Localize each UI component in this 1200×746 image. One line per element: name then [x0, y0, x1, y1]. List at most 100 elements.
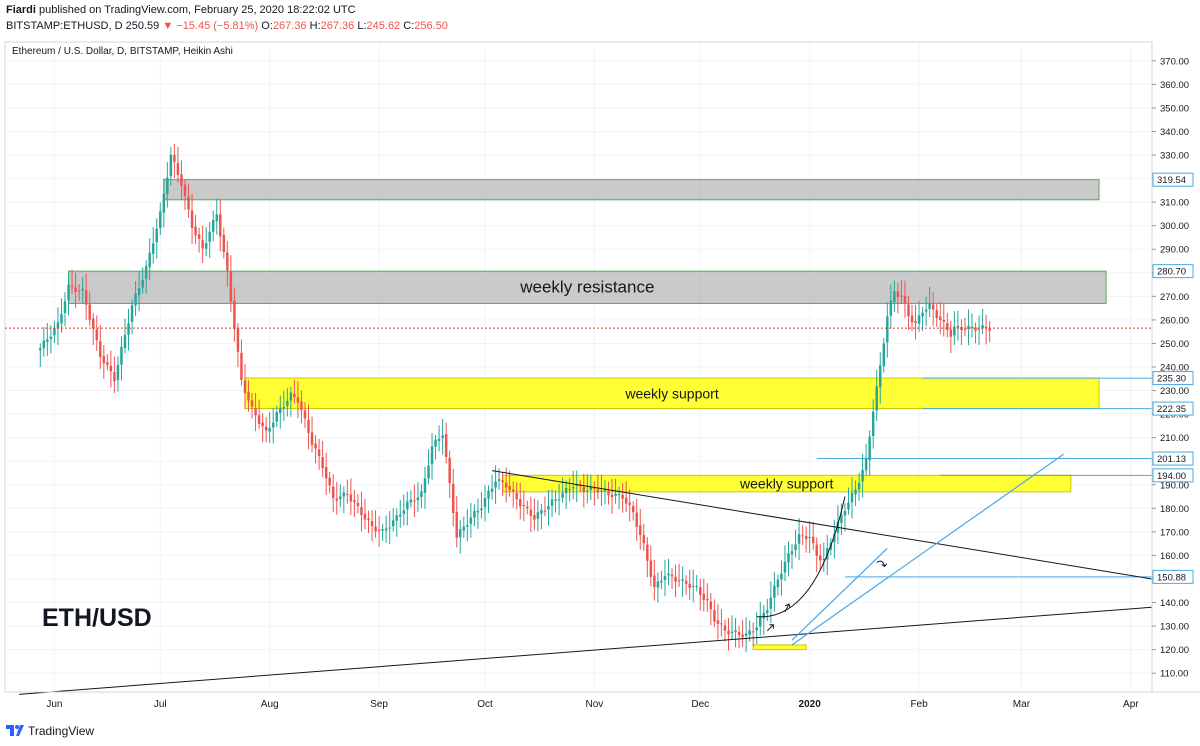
candle-body — [582, 487, 586, 492]
candle-body — [727, 630, 730, 635]
y-tick-label: 120.00 — [1160, 645, 1189, 656]
candle-body — [787, 553, 790, 563]
candle-body — [46, 339, 49, 343]
candle-body — [663, 576, 667, 580]
candle-body — [801, 535, 804, 537]
candle-body — [441, 435, 444, 439]
candle-body — [624, 497, 628, 504]
candle-body — [861, 469, 864, 482]
candle-body — [395, 515, 398, 521]
candle-body — [321, 457, 324, 469]
candle-body — [324, 467, 328, 479]
y-tick-label: 330.00 — [1160, 151, 1189, 162]
candle-body — [875, 386, 878, 411]
candle-body — [335, 498, 338, 501]
candle-body — [402, 510, 406, 514]
price-tag — [1152, 172, 1194, 187]
candle-body — [190, 210, 194, 228]
candle-body — [293, 393, 296, 398]
x-tick-label: Apr — [1123, 699, 1139, 710]
candle-body — [642, 535, 646, 544]
candle-body — [455, 511, 458, 538]
candle-body — [547, 506, 550, 510]
candle-body — [384, 528, 388, 531]
candle-body — [279, 407, 282, 414]
candle-body — [310, 432, 314, 445]
candle-body — [702, 593, 706, 600]
candle-body — [176, 163, 180, 175]
candle-body — [261, 422, 264, 427]
y-tick-label: 300.00 — [1160, 221, 1189, 232]
candle-body — [257, 415, 261, 424]
candle-body — [628, 502, 631, 505]
candle-body — [391, 520, 395, 527]
tradingview-brand[interactable]: TradingView — [28, 724, 95, 738]
candle-body — [593, 488, 596, 490]
candle-body — [536, 512, 540, 519]
candle-body — [833, 533, 836, 543]
candle-body — [713, 609, 716, 622]
candle-body — [709, 601, 713, 610]
candle-body — [130, 305, 134, 322]
candle-body — [162, 193, 166, 213]
candle-body — [970, 326, 974, 328]
candle-body — [346, 493, 349, 495]
candle-body — [144, 266, 148, 279]
candle-body — [677, 580, 681, 582]
candle-body — [974, 327, 977, 331]
candle-body — [660, 580, 663, 583]
candle-body — [847, 502, 850, 510]
y-tick-label: 190.00 — [1160, 480, 1189, 491]
candle-body — [127, 323, 130, 335]
chart-footer: TradingView — [0, 716, 1200, 746]
candle-body — [988, 328, 991, 331]
candle-body — [804, 536, 808, 540]
candle-body — [953, 326, 956, 336]
candle-body — [776, 579, 780, 587]
y-tick-label: 350.00 — [1160, 103, 1189, 114]
y-tick-label: 180.00 — [1160, 504, 1189, 515]
price-tag-label: 235.30 — [1157, 374, 1186, 385]
candle-body — [169, 154, 173, 177]
candle-body — [264, 426, 268, 431]
candle-body — [183, 184, 187, 196]
candle-body — [900, 295, 903, 297]
author-name[interactable]: Fiardi — [6, 4, 36, 16]
candle-body — [211, 219, 215, 232]
candle-body — [508, 486, 511, 490]
candle-body — [243, 380, 247, 394]
candle-body — [229, 271, 233, 302]
candle-body — [706, 598, 709, 601]
candle-body — [180, 174, 183, 186]
candle-body — [353, 500, 356, 503]
candle-body — [522, 504, 526, 506]
candle-body — [437, 438, 441, 442]
price-tag-label: 222.35 — [1157, 404, 1186, 415]
price-tag-label: 280.70 — [1157, 267, 1186, 278]
open-value: 267.36 — [272, 20, 307, 32]
candle-body — [921, 312, 924, 317]
price-tag — [1152, 451, 1194, 466]
candle-body — [977, 328, 981, 330]
price-tag — [1152, 468, 1194, 483]
candle-body — [490, 488, 494, 492]
candle-body — [720, 623, 723, 625]
candle-body — [300, 401, 303, 411]
candle-body — [226, 252, 229, 271]
candle-body — [268, 428, 271, 432]
zone-label: weekly resistance — [519, 277, 654, 296]
price-chart[interactable]: Ethereum / U.S. Dollar, D, BITSTAMP, Hei… — [0, 40, 1200, 716]
candle-body — [575, 484, 578, 486]
zone-label: weekly support — [624, 385, 718, 401]
candle-body — [60, 314, 63, 324]
candle-body — [723, 625, 727, 631]
y-tick-label: 290.00 — [1160, 245, 1189, 256]
price-change: −15.45 (−5.81%) — [176, 20, 259, 32]
candle-body — [448, 457, 451, 483]
candle-body — [607, 491, 610, 496]
candle-body — [388, 527, 391, 529]
x-tick-label: Sep — [370, 699, 388, 710]
candle-body — [423, 478, 427, 493]
candle-body — [773, 585, 776, 598]
candle-body — [201, 240, 204, 249]
